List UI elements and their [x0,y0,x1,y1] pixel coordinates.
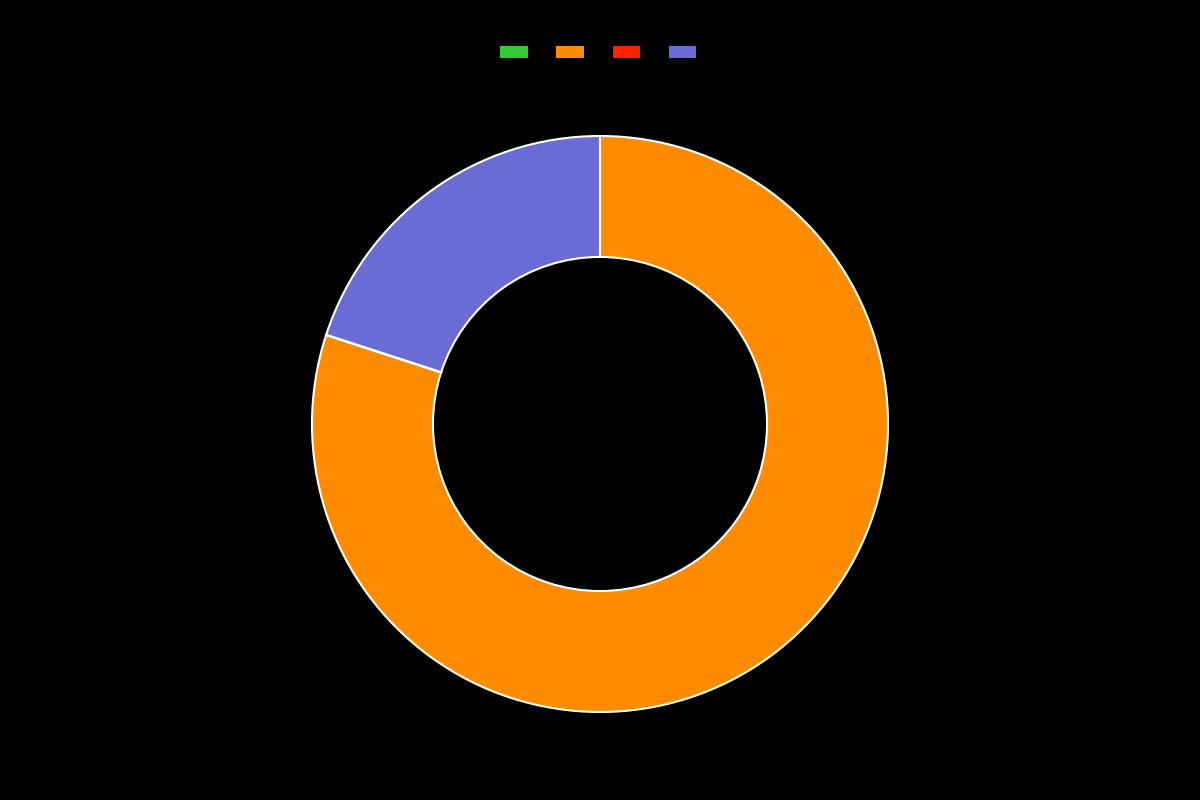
Wedge shape [326,334,442,372]
Wedge shape [326,335,442,372]
Wedge shape [312,136,888,712]
Wedge shape [326,136,600,372]
Legend: , , , : , , , [496,42,706,65]
